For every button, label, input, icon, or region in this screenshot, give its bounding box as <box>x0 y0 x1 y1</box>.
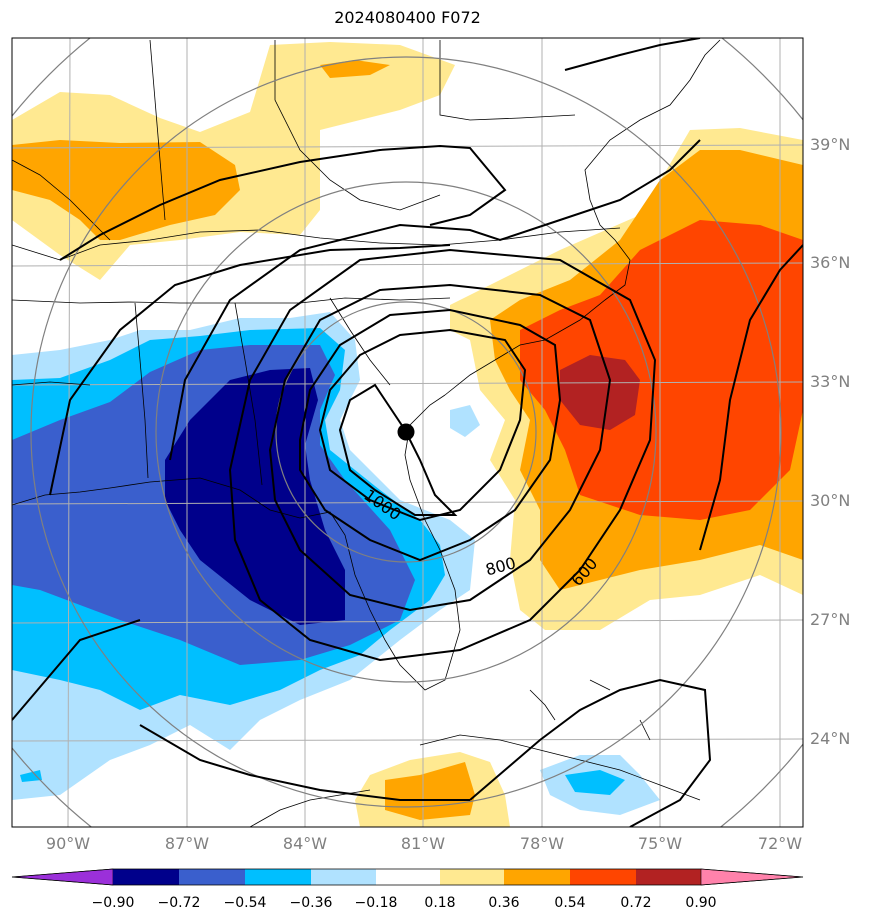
colorbar-segment-5 <box>376 869 440 885</box>
contour-inner-4 <box>268 283 612 612</box>
colorbar <box>11 868 804 886</box>
colorbar-segment-3 <box>245 869 311 885</box>
colorbar-segment-9 <box>636 869 701 885</box>
colorbar-tick-2: −0.54 <box>223 895 267 911</box>
contour-800 <box>299 308 562 562</box>
state-border-4 <box>234 302 263 486</box>
field-orange-south <box>385 762 475 820</box>
state-border-2 <box>12 297 451 304</box>
state-border-8 <box>439 40 576 121</box>
contour-inner-2 <box>318 328 527 522</box>
colorbar-segment-8 <box>570 869 636 885</box>
shaded-field <box>12 42 803 827</box>
contour-ne-arc <box>564 38 701 71</box>
map-frame <box>11 37 804 828</box>
contour-east-line <box>699 244 803 551</box>
map-panel: 1000 800 600 <box>11 37 804 828</box>
lon-label-78w: 78°W <box>519 834 565 853</box>
range-ring-2 <box>155 181 657 683</box>
parallel-39n <box>12 144 803 149</box>
colorbar-outline <box>11 868 804 886</box>
field-lightblue-spot-1 <box>450 405 480 437</box>
parallel-24n <box>12 738 803 742</box>
field-deepsky-spot <box>565 770 625 795</box>
parallel-27n <box>12 619 803 624</box>
contour-outermost <box>12 619 141 721</box>
colorbar-tick-7: 0.54 <box>554 895 586 911</box>
contour-1000 <box>338 383 458 516</box>
lat-label-30n: 30°N <box>810 491 851 510</box>
contour-outer-7 <box>49 244 451 496</box>
coastline-gulf <box>12 394 461 691</box>
colorbar-segment-2 <box>179 869 245 885</box>
gridlines <box>12 38 803 827</box>
state-border-9 <box>12 159 111 241</box>
colorbar-segment-1 <box>113 869 179 885</box>
lat-label-33n: 33°N <box>810 372 851 391</box>
map-title: 2024080400 F072 <box>334 8 481 27</box>
field-lightblue-small <box>20 770 42 782</box>
contour-600 <box>228 248 657 662</box>
colorbar-tick-0: −0.90 <box>91 895 135 911</box>
colorbar-segment-10 <box>700 868 804 886</box>
lon-label-84w: 84°W <box>282 834 328 853</box>
lon-label-87w: 87°W <box>164 834 210 853</box>
field-darkred-east <box>560 355 640 430</box>
contour-west-band <box>59 144 507 261</box>
contours <box>12 38 803 827</box>
lon-label-90w: 90°W <box>45 834 91 853</box>
contour-se-arc <box>469 678 712 827</box>
state-border-7 <box>274 40 441 211</box>
colorbar-tick-5: 0.18 <box>424 895 456 911</box>
field-orange-north-e <box>320 60 390 78</box>
field-navy <box>165 368 345 625</box>
lat-label-27n: 27°N <box>810 610 851 629</box>
range-ring-3 <box>30 56 782 808</box>
field-orange-north-w <box>12 140 240 240</box>
borders <box>12 39 721 827</box>
colorbar-tick-9: 0.90 <box>685 895 717 911</box>
contour-outer-6 <box>169 139 701 461</box>
state-border-6 <box>149 39 166 221</box>
colorbar-tick-6: 0.36 <box>488 895 520 911</box>
colorbar-segment-6 <box>440 869 504 885</box>
range-ring-1 <box>275 301 537 563</box>
colorbar-tick-4: −0.18 <box>354 895 398 911</box>
parallel-36n <box>12 262 803 267</box>
lat-label-36n: 36°N <box>810 253 851 272</box>
state-border-1 <box>12 227 621 261</box>
island-cuba <box>419 734 701 801</box>
coastline-atlantic <box>444 39 721 396</box>
colorbar-tick-3: −0.36 <box>289 895 333 911</box>
colorbar-tick-8: 0.72 <box>620 895 652 911</box>
colorbar-segment-7 <box>504 869 570 885</box>
contour-south-band <box>139 724 470 801</box>
state-border-3 <box>134 302 149 479</box>
lon-label-72w: 72°W <box>757 834 803 853</box>
parallel-30n <box>12 500 803 505</box>
lat-label-39n: 39°N <box>810 135 851 154</box>
field-red-east <box>520 220 803 520</box>
lon-label-75w: 75°W <box>637 834 683 853</box>
state-border-10 <box>12 381 91 386</box>
parallel-33n <box>12 381 803 386</box>
meridian-90w <box>67 38 71 827</box>
lat-label-24n: 24°N <box>810 729 851 748</box>
colorbar-segment-4 <box>311 869 376 885</box>
colorbar-segment-0 <box>11 868 114 886</box>
lon-label-81w: 81°W <box>400 834 446 853</box>
colorbar-tick-1: −0.72 <box>157 895 201 911</box>
storm-center-marker <box>397 423 415 441</box>
state-border-5 <box>329 297 391 386</box>
range-rings <box>12 38 803 827</box>
